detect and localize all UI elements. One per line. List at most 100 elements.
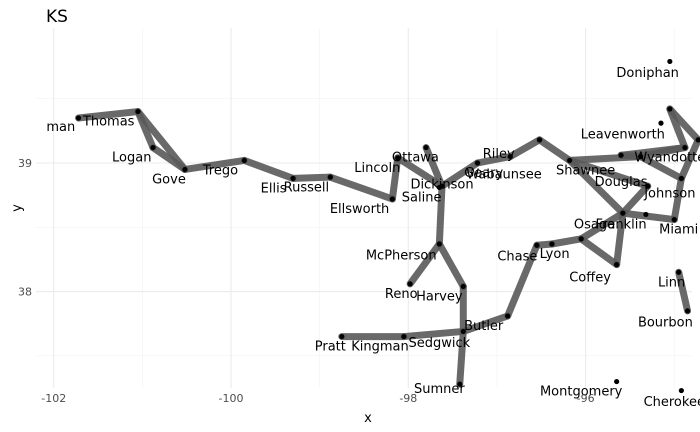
point-geary — [474, 160, 481, 166]
label-douglas: Douglas — [595, 175, 648, 190]
label-wabaunsee: Wabaunsee — [466, 167, 541, 182]
point-sedgwick — [460, 328, 466, 335]
point-harvey — [460, 283, 466, 290]
edge-thomas-gove — [134, 108, 189, 173]
edge-brown-johnson — [677, 136, 700, 182]
edge-riley-wabaunsee — [506, 136, 544, 161]
y-tick-label: 38 — [18, 286, 32, 299]
point-wyandotte — [682, 144, 688, 151]
edge-wabaunsee-shawnee — [536, 136, 574, 164]
edge-linn-bourbon — [675, 268, 692, 315]
x-tick-label: -102 — [41, 392, 66, 405]
label-montgomery: Montgomery — [540, 385, 623, 400]
label-saline: Saline — [402, 191, 442, 206]
x-axis-title: x — [364, 411, 372, 426]
point-shawnee — [567, 157, 573, 164]
edge-lincoln-dickinson — [394, 154, 446, 190]
edge-osage-lyon — [548, 235, 585, 248]
point-coffey — [614, 261, 620, 268]
point-butler — [505, 313, 511, 319]
point-russell — [327, 174, 333, 180]
label-cherokee: Cherokee — [644, 395, 700, 410]
label-logan: Logan — [112, 151, 151, 166]
label-pratt: Pratt — [315, 340, 346, 355]
label-linn: Linn — [658, 275, 685, 290]
edge-mcpherson-reno — [406, 240, 443, 288]
edge-harvey-mcpherson — [435, 240, 467, 290]
edge-logan-gove — [149, 144, 189, 173]
edge-miami-franklin — [619, 209, 678, 224]
point-johnsons — [643, 211, 649, 218]
label-dickinson: Dickinson — [410, 178, 473, 193]
edge-ellsworth-lincoln — [388, 154, 402, 203]
label-thomas: Thomas — [82, 115, 135, 130]
label-gove: Gove — [152, 173, 186, 188]
label-miami: Miami — [659, 223, 698, 238]
point-nemaha — [667, 106, 673, 112]
edge-ellis-russell — [289, 173, 334, 182]
chart-title: KS — [46, 7, 68, 27]
label-bourbon: Bourbon — [638, 315, 693, 330]
label-ellis: Ellis — [261, 182, 287, 197]
point-sumner — [457, 381, 463, 387]
point-franklin — [620, 210, 626, 216]
label-sumner: Sumner — [414, 382, 465, 397]
label-ellsworth: Ellsworth — [330, 202, 389, 217]
point-doniphan — [667, 58, 673, 65]
edge-wyandotte-jefferson — [637, 144, 689, 161]
edge-dickinson-geary — [438, 159, 481, 190]
label-kingman: Kingman — [351, 340, 409, 355]
point-johnson — [678, 175, 684, 182]
label-lyon: Lyon — [540, 247, 570, 262]
edge-ottawa-dickinson — [422, 144, 446, 190]
point-linn — [676, 269, 682, 275]
edge-franklin-osage — [577, 209, 627, 243]
edges — [75, 105, 700, 388]
point-ellsworth — [389, 196, 395, 202]
point-douglas — [645, 183, 651, 189]
edge-sedgwick-sumner — [456, 327, 467, 388]
label-riley: Riley — [483, 147, 515, 162]
point-atchison — [658, 120, 664, 126]
label-harvey: Harvey — [416, 290, 463, 305]
point-miami — [671, 216, 677, 223]
y-tick-label: 39 — [18, 157, 32, 170]
point-mcpherson — [436, 241, 442, 247]
edge-shawnee-franklin — [566, 156, 627, 217]
edge-gove-trego — [181, 156, 248, 173]
axis-ticks: -102 -100 -98 -96 38 39 — [18, 157, 595, 405]
point-reno — [407, 281, 413, 287]
edge-butler-sedgwick — [459, 312, 512, 335]
edge-franklin-douglas — [619, 182, 652, 217]
label-mcpherson: McPherson — [366, 248, 437, 263]
points — [75, 58, 700, 394]
point-ottawa — [423, 144, 429, 151]
grid — [36, 28, 692, 388]
label-sedgwick: Sedgwick — [409, 336, 471, 351]
point-bourbon — [684, 308, 691, 314]
edge-coffey-osage — [577, 235, 621, 269]
point-lyon — [549, 241, 555, 247]
label-coffey: Coffey — [569, 270, 611, 285]
label-ottawa: Ottawa — [392, 151, 439, 166]
label-osage: Osage — [574, 218, 615, 233]
point-osage — [578, 236, 584, 242]
point-trego — [241, 157, 247, 164]
edge-russell-ellsworth — [326, 173, 396, 203]
edge-sherman-thomas — [75, 108, 142, 122]
point-brown — [695, 137, 700, 143]
point-thomas — [135, 108, 141, 115]
label-johnson: Johnson — [643, 187, 695, 202]
edge-mcpherson-dickinson — [435, 182, 446, 248]
point-kingman — [401, 333, 407, 340]
edge-trego-ellis — [240, 156, 297, 182]
point-riley — [507, 153, 513, 160]
label-trego: Trego — [202, 164, 238, 179]
point-pratt — [339, 333, 345, 340]
x-tick-label: -96 — [577, 392, 595, 405]
label-lincoln: Lincoln — [354, 161, 400, 176]
point-chase — [534, 242, 540, 248]
point-logan — [150, 144, 156, 151]
edge-johnson-jefferson — [637, 153, 685, 182]
